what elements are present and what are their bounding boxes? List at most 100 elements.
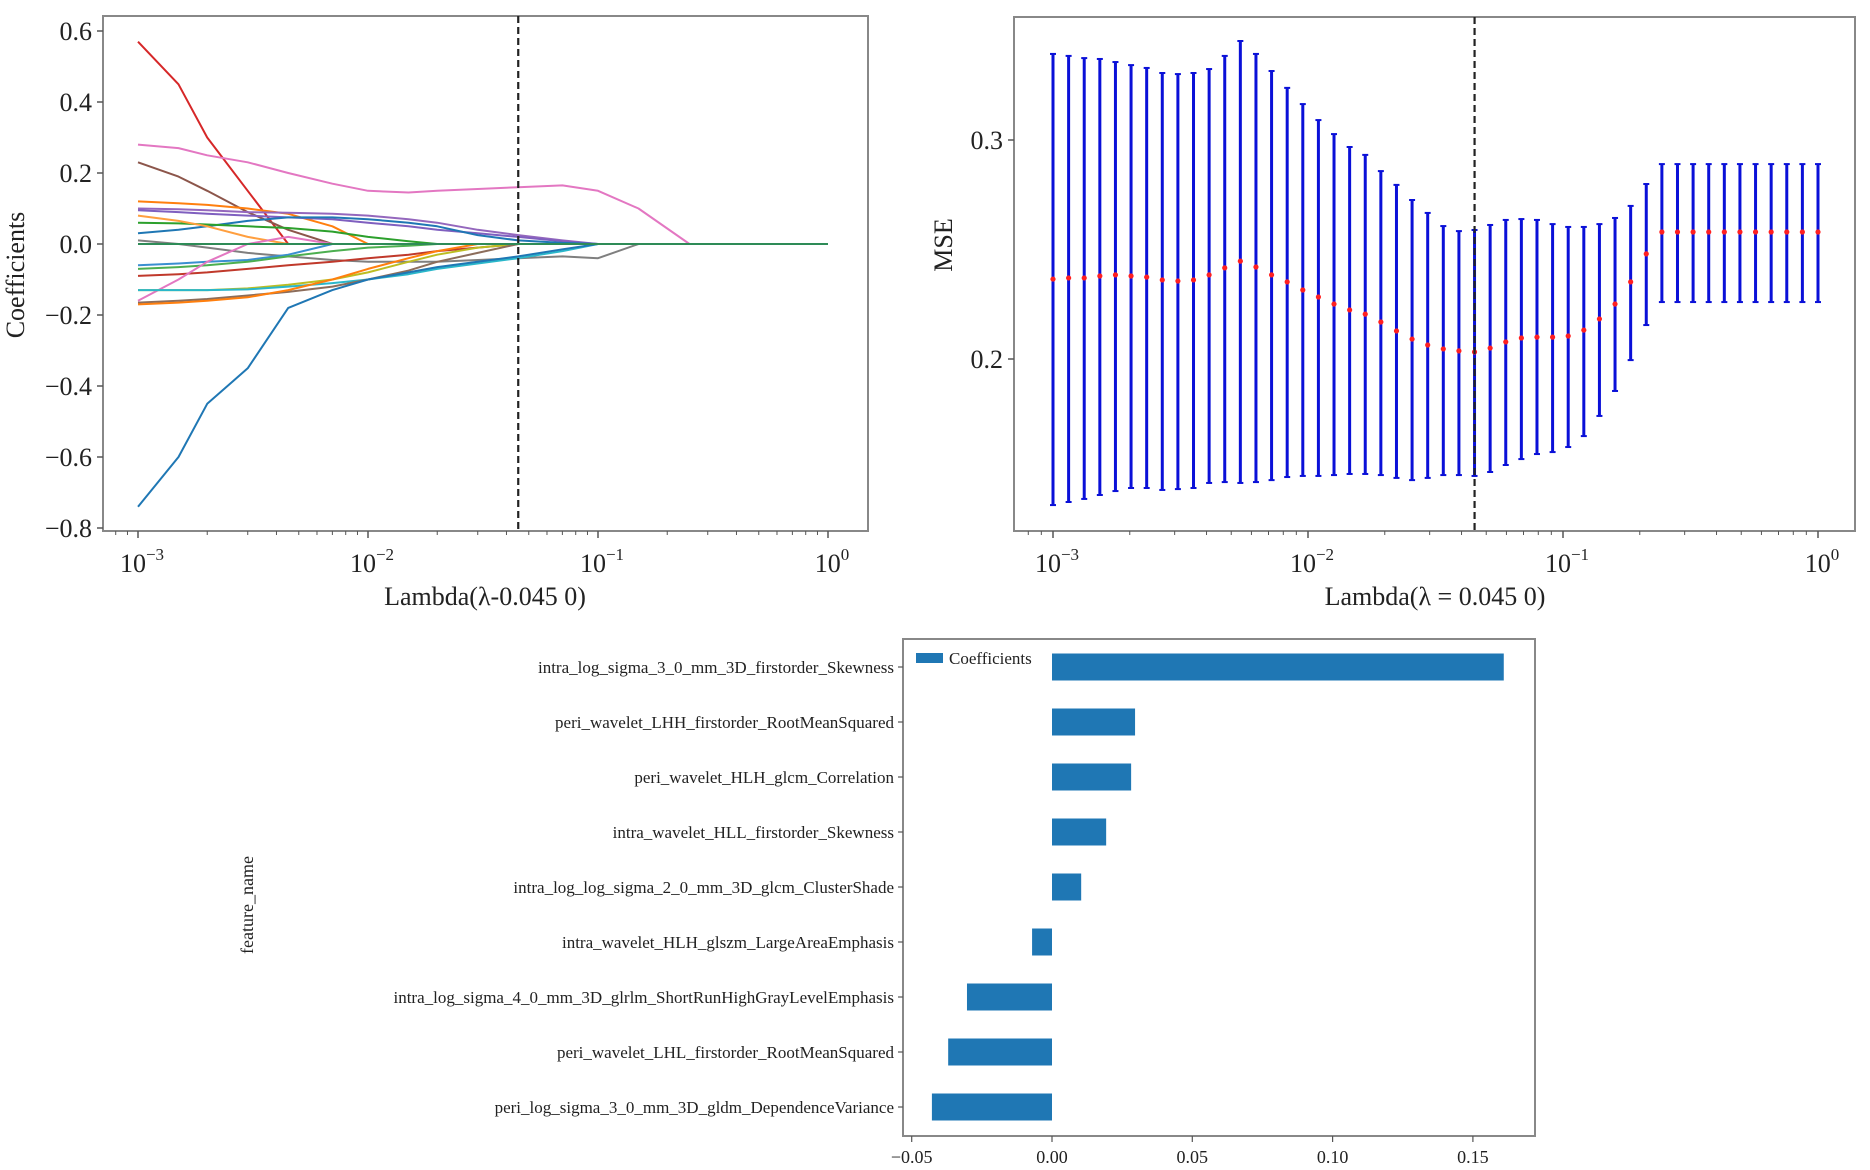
coefficient-paths — [137, 41, 828, 508]
coefficient-bar — [1052, 763, 1132, 791]
mean-point — [1643, 251, 1649, 257]
coefficient-path-f2 — [137, 143, 828, 245]
mean-point — [1190, 277, 1197, 283]
mean-point — [1425, 342, 1431, 348]
mean-point — [1128, 273, 1134, 279]
x-tick-label: −0.05 — [891, 1147, 933, 1167]
y-tick-label: −0.2 — [45, 301, 92, 330]
coefficient-bar — [1052, 873, 1082, 901]
feature-labels: intra_log_sigma_3_0_mm_3D_firstorder_Ske… — [393, 658, 903, 1117]
mean-point — [1549, 334, 1556, 340]
y-axis-title: feature_name — [237, 856, 257, 954]
mean-points — [1050, 229, 1821, 355]
mean-point — [1081, 275, 1087, 281]
coefficient-bar — [966, 983, 1052, 1011]
mean-point — [1721, 229, 1727, 235]
y-axis-ticks: 0.3 0.2 — [971, 126, 1014, 374]
lasso-path-chart: 0.60.40.20.0−0.2−0.4−0.6−0.8 10−3 10−2 10−… — [1, 15, 869, 611]
feature-label: intra_log_log_sigma_2_0_mm_3D_glcm_Clust… — [513, 878, 894, 897]
x-axis-ticks: 10−3 10−2 10−1 100 — [1027, 531, 1840, 578]
mean-point — [1706, 229, 1712, 235]
coefficient-bar — [948, 1038, 1052, 1066]
legend-swatch — [916, 653, 943, 663]
mean-point — [1097, 273, 1103, 279]
mean-point — [1159, 277, 1165, 283]
x-tick-label: 100 — [1805, 545, 1840, 578]
feature-label: peri_wavelet_LHH_firstorder_RootMeanSqua… — [555, 713, 894, 732]
mean-point — [1487, 345, 1493, 351]
mean-point — [1378, 319, 1384, 325]
x-tick-label: 0.05 — [1177, 1147, 1209, 1167]
plot-frame — [1013, 16, 1856, 532]
mean-point — [1565, 333, 1571, 339]
mean-point — [1331, 301, 1337, 307]
feature-label: peri_log_sigma_3_0_mm_3D_gldm_Dependence… — [495, 1098, 894, 1117]
x-tick-label: 10−2 — [350, 545, 394, 578]
feature-label: peri_wavelet_HLH_glcm_Correlation — [634, 768, 894, 787]
mean-point — [1628, 279, 1634, 285]
coefficient-bars — [931, 653, 1504, 1121]
cv-mse-chart: 0.3 0.2 10−3 10−2 10−1 100 MSE Lambda(λ = 0.… — [929, 16, 1856, 611]
x-tick-label: 0.10 — [1317, 1147, 1349, 1167]
y-tick-label: −0.6 — [45, 443, 92, 472]
mean-point — [1768, 229, 1774, 235]
y-tick-label: 0.4 — [60, 88, 93, 117]
mean-point — [1284, 279, 1290, 285]
mean-point — [1581, 327, 1587, 333]
y-axis-ticks: 0.6 0.4 0.2 0.0 −0.2 −0.4 −0.6 −0.8 — [45, 17, 103, 543]
legend: Coefficients — [916, 649, 1032, 668]
mean-point — [1066, 275, 1072, 281]
mean-point — [1347, 307, 1353, 313]
mean-point — [1456, 348, 1462, 354]
mean-point — [1659, 229, 1665, 235]
mean-point — [1612, 301, 1618, 307]
mean-point — [1206, 272, 1212, 278]
mean-point — [1440, 346, 1446, 352]
mean-point — [1050, 276, 1056, 282]
x-axis-ticks: 10−3 10−2 10−1 100 — [115, 531, 849, 578]
mean-point — [1690, 229, 1696, 235]
x-tick-label: 0.15 — [1457, 1147, 1489, 1167]
y-tick-label: 0.6 — [60, 17, 93, 46]
y-tick-label: 0.0 — [60, 230, 93, 259]
y-axis-title: MSE — [929, 218, 958, 271]
plot-frame — [102, 15, 869, 532]
coefficient-bar — [1032, 928, 1052, 956]
x-tick-label: 10−2 — [1290, 545, 1334, 578]
x-tick-label: 10−3 — [120, 545, 164, 578]
mean-point — [1237, 258, 1243, 264]
x-axis-ticks: −0.05 0.00 0.05 0.10 0.15 — [891, 1136, 1489, 1167]
mean-point — [1799, 229, 1805, 235]
feature-label: intra_log_sigma_3_0_mm_3D_firstorder_Ske… — [538, 658, 894, 677]
mean-point — [1752, 229, 1759, 235]
feature-coefficient-chart: intra_log_sigma_3_0_mm_3D_firstorder_Ske… — [237, 638, 1536, 1167]
mean-point — [1393, 328, 1400, 334]
coefficient-bar — [931, 1093, 1052, 1121]
feature-label: intra_wavelet_HLL_firstorder_Skewness — [613, 823, 894, 842]
coefficient-bar — [1052, 653, 1504, 681]
y-tick-label: −0.4 — [45, 372, 92, 401]
feature-label: peri_wavelet_LHL_firstorder_RootMeanSqua… — [557, 1043, 895, 1062]
x-tick-label: 0.00 — [1036, 1147, 1068, 1167]
coefficient-bar — [1052, 818, 1107, 846]
x-tick-label: 10−3 — [1035, 545, 1079, 578]
mean-point — [1409, 336, 1415, 342]
x-tick-label: 10−1 — [580, 545, 624, 578]
legend-label: Coefficients — [949, 649, 1032, 668]
x-tick-label: 10−1 — [1545, 545, 1589, 578]
mean-point — [1362, 311, 1368, 317]
y-tick-label: 0.3 — [971, 126, 1004, 155]
feature-label: intra_wavelet_HLH_glszm_LargeAreaEmphasi… — [562, 933, 894, 952]
mean-point — [1175, 278, 1181, 284]
mean-point — [1268, 272, 1275, 278]
coefficient-bar — [1052, 708, 1136, 736]
feature-label: intra_log_sigma_4_0_mm_3D_glrlm_ShortRun… — [393, 988, 894, 1007]
x-axis-title: Lambda(λ-0.045 0) — [384, 582, 586, 611]
mean-point — [1503, 339, 1509, 345]
y-tick-label: 0.2 — [60, 159, 93, 188]
mean-point — [1674, 229, 1681, 235]
mean-point — [1737, 229, 1743, 235]
mean-point — [1253, 264, 1259, 270]
mean-point — [1815, 229, 1821, 235]
mean-point — [1222, 265, 1228, 271]
